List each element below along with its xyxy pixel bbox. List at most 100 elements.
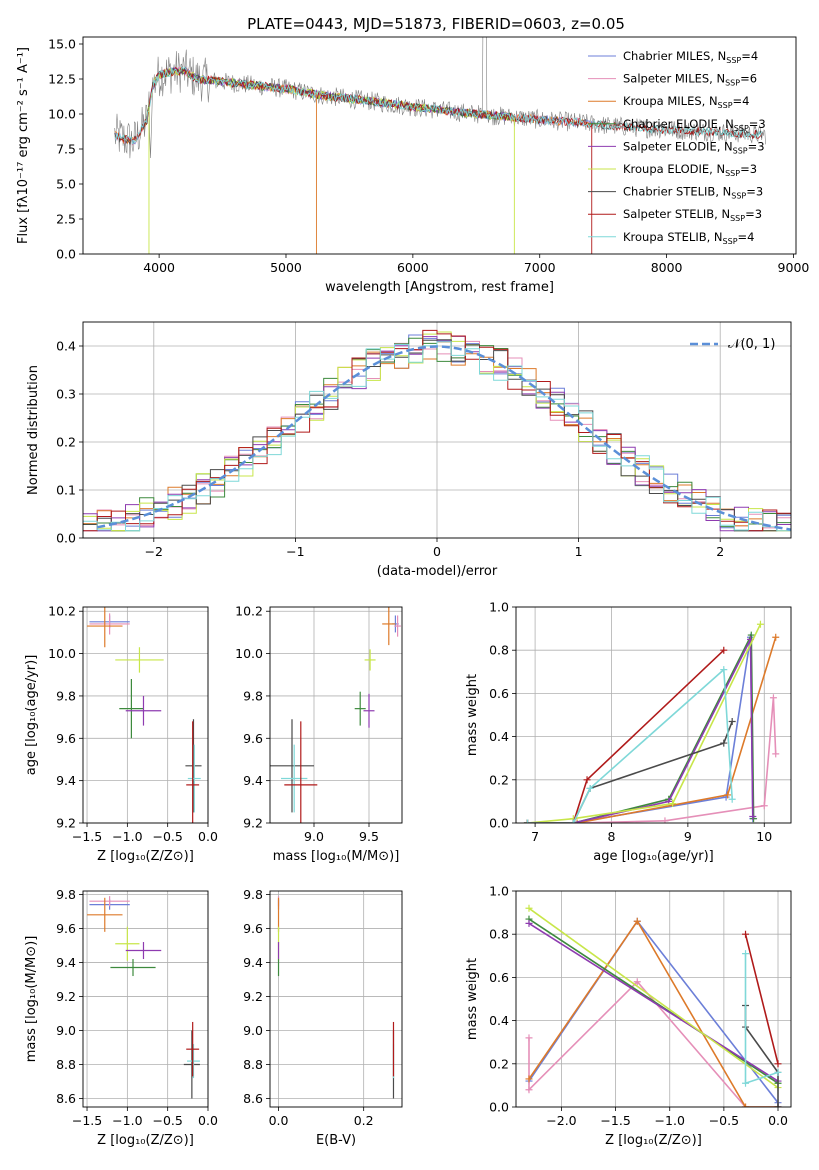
mass_weight_vs_Z-ylabel: mass weight — [465, 958, 480, 1040]
mass_weight_vs_Z-series-5-marker-0 — [525, 904, 533, 912]
mass_vs_Z-axes: −1.5 −1.0 −0.5 0.0 8.6 8.8 9.0 9.2 9.4 9.6 9.8 Z [l… — [24, 887, 218, 1148]
mass_weight_vs_age-ytick-label-2: 0.4 — [489, 729, 509, 744]
spectrum-ytick-label-4: 10.0 — [48, 107, 76, 122]
mass_weight_vs_Z-series-4-marker-0 — [525, 919, 533, 927]
age_vs_mass-ytick-label-1: 9.4 — [243, 773, 263, 788]
mass_vs_Z-point-1 — [89, 896, 130, 907]
residuals-steps — [83, 329, 791, 532]
spectrum-xlabel: wavelength [Angstrom, rest frame] — [325, 280, 554, 295]
age_vs_Z-point-8 — [186, 721, 200, 823]
mass_vs_Z-point-8 — [186, 1021, 200, 1077]
mass_vs_Z-xtick-label-2: −0.5 — [152, 1113, 182, 1128]
mass_weight_vs_age-series-7-marker-3 — [720, 646, 728, 654]
spectrum-lines — [114, 37, 766, 254]
mass_vs_Z-point-3 — [115, 926, 140, 961]
mass_vs_ebv-ytick-label-2: 9.0 — [243, 1023, 263, 1038]
mass_weight_vs_age-series-2-marker-2 — [724, 791, 732, 799]
mass_vs_ebv-ytick-label-5: 9.6 — [243, 921, 263, 936]
mass_vs_ebv-points — [277, 896, 395, 1099]
age_vs_Z-point-4 — [119, 679, 144, 739]
mass_vs_Z-point-5 — [125, 942, 162, 960]
spectrum-xtick-label-5: 9000 — [778, 260, 810, 275]
mass_vs_Z-xtick-label-1: −1.0 — [112, 1113, 142, 1128]
mass_weight_vs_age-series-1-marker-4 — [769, 694, 777, 702]
mass_weight_vs_age-series-6-marker-4 — [728, 717, 736, 725]
mass_weight_vs_age-series-1-marker-5 — [772, 750, 780, 758]
mass_weight_vs_Z-frame — [515, 890, 792, 1108]
mass_weight_vs_age-ytick-label-4: 0.8 — [489, 643, 509, 658]
age_vs_Z-ytick-label-4: 10.0 — [48, 646, 76, 661]
mass_vs_ebv-ytick-label-4: 9.4 — [243, 955, 263, 970]
mass_weight_vs_age-series-3-marker-3 — [747, 631, 755, 639]
mass_weight_vs_age-series-1-marker-2 — [661, 817, 669, 823]
residuals-hist-7 — [83, 329, 791, 532]
mass_vs_Z-ytick-label-1: 8.8 — [56, 1057, 76, 1072]
mass_weight_vs_age-xlabel: age [log₁₀(age/yr)] — [593, 849, 714, 864]
spectrum-ytick-label-5: 12.5 — [48, 72, 76, 87]
mass_weight_vs_Z-ytick-label-0: 0.0 — [489, 1100, 509, 1115]
age_vs_Z-ytick-label-1: 9.4 — [56, 773, 76, 788]
mass_weight_vs_age-series-8-marker-2 — [586, 784, 594, 792]
mass_weight_vs_Z-xtick-label-4: 0.0 — [768, 1113, 788, 1128]
age_vs_Z-axes: −1.5 −1.0 −0.5 0.0 9.2 9.4 9.6 9.8 10.0 10.2 Z [lo… — [24, 604, 218, 864]
mass_vs_Z-point-6 — [183, 1030, 200, 1099]
residuals-xtick-label-1: −1 — [286, 544, 304, 559]
age_vs_mass-point-6 — [270, 719, 314, 813]
mass_weight_vs_age-ytick-label-3: 0.6 — [489, 686, 509, 701]
mass_vs_Z-point-2 — [87, 897, 123, 932]
mass_weight_vs_age-xtick-label-3: 10 — [756, 829, 772, 844]
age_vs_mass-point-5 — [363, 693, 375, 728]
mass_weight_vs_Z-ytick-label-4: 0.8 — [489, 927, 509, 942]
mass_weight_vs_Z-xtick-label-0: −2.0 — [546, 1113, 576, 1128]
mass_weight_vs_Z-series-1-marker-2 — [633, 978, 641, 986]
spectrum-legend-label-5: Kroupa ELODIE, NSSP=3 — [623, 162, 757, 178]
age_vs_mass-ytick-label-5: 10.2 — [235, 604, 263, 619]
figure-title: PLATE=0443, MJD=51873, FIBERID=0603, z=0… — [247, 15, 625, 33]
mass_weight_vs_Z-series-2-marker-0 — [525, 1075, 533, 1083]
age_vs_Z-ytick-label-5: 10.2 — [48, 604, 76, 619]
residuals-ylabel: Normed distribution — [26, 365, 41, 495]
mass_vs_Z-ylabel: mass [log₁₀(M/M⊙)] — [24, 936, 39, 1063]
mass_weight_vs_Z-xtick-label-1: −1.5 — [600, 1113, 630, 1128]
mass_vs_ebv-xtick-label-0: 0.0 — [269, 1113, 289, 1128]
mass_vs_ebv-axes: 0.0 0.2 8.6 8.8 9.0 9.2 9.4 9.6 9.8 E(B-V) — [243, 887, 402, 1148]
mass_weight_vs_age-series-5-marker-3 — [756, 620, 764, 628]
mass_weight_vs_age-series-6-marker-3 — [720, 739, 728, 747]
mass_vs_Z-ytick-label-4: 9.4 — [56, 955, 76, 970]
age_vs_Z-point-2 — [87, 607, 123, 648]
spectrum-xtick-label-0: 4000 — [143, 260, 175, 275]
spectrum-ytick-label-0: 0.0 — [56, 247, 76, 262]
spectrum-xtick-label-4: 8000 — [651, 260, 683, 275]
age_vs_mass-point-8 — [284, 721, 318, 823]
mass_weight_vs_Z-series-2-marker-2 — [742, 1103, 750, 1107]
age_vs_Z-points — [87, 607, 202, 823]
residuals-ytick-label-1: 0.1 — [56, 483, 76, 498]
mass_vs_Z-ytick-label-3: 9.2 — [56, 989, 76, 1004]
age_vs_Z-ylabel: age [log₁₀(age/yr)] — [24, 655, 39, 776]
mass_weight_vs_Z-series-line-5 — [528, 907, 779, 1089]
age_vs_Z-xlabel: Z [log₁₀(Z/Z⊙)] — [97, 849, 194, 864]
mass_weight_vs_Z-ytick-label-3: 0.6 — [489, 970, 509, 985]
mass_vs_Z-xtick-label-0: −1.5 — [72, 1113, 102, 1128]
spectrum-ytick-label-3: 7.5 — [56, 142, 76, 157]
mass_weight_vs_age-series-8-marker-3 — [720, 666, 728, 674]
age_vs_Z-xtick-label-0: −1.5 — [72, 829, 102, 844]
age_vs_Z-point-3 — [115, 647, 164, 673]
mass_weight_vs_Z-lines — [525, 904, 782, 1107]
mass_weight_vs_Z-series-line-7 — [744, 934, 779, 1064]
mass_weight_vs_age-series-8-marker-1 — [569, 819, 577, 823]
mass_weight_vs_Z-series-8-marker-1 — [742, 1079, 750, 1087]
residuals-ytick-label-0: 0.0 — [56, 531, 76, 546]
mass_weight_vs_age-series-2-marker-1 — [573, 819, 581, 823]
age_vs_mass-point-1 — [394, 615, 401, 637]
mass_weight_vs_age-xtick-label-1: 8 — [608, 829, 616, 844]
mass_vs_Z-xtick-label-3: 0.0 — [198, 1113, 218, 1128]
mass_vs_ebv-ytick-label-1: 8.8 — [243, 1057, 263, 1072]
mass_vs_Z-points — [87, 896, 200, 1099]
residuals-xtick-label-4: 2 — [716, 544, 724, 559]
age_vs_mass-point-4 — [354, 691, 366, 726]
age_vs_Z-xtick-label-2: −0.5 — [152, 829, 182, 844]
age_vs_Z-point-5 — [125, 695, 162, 726]
